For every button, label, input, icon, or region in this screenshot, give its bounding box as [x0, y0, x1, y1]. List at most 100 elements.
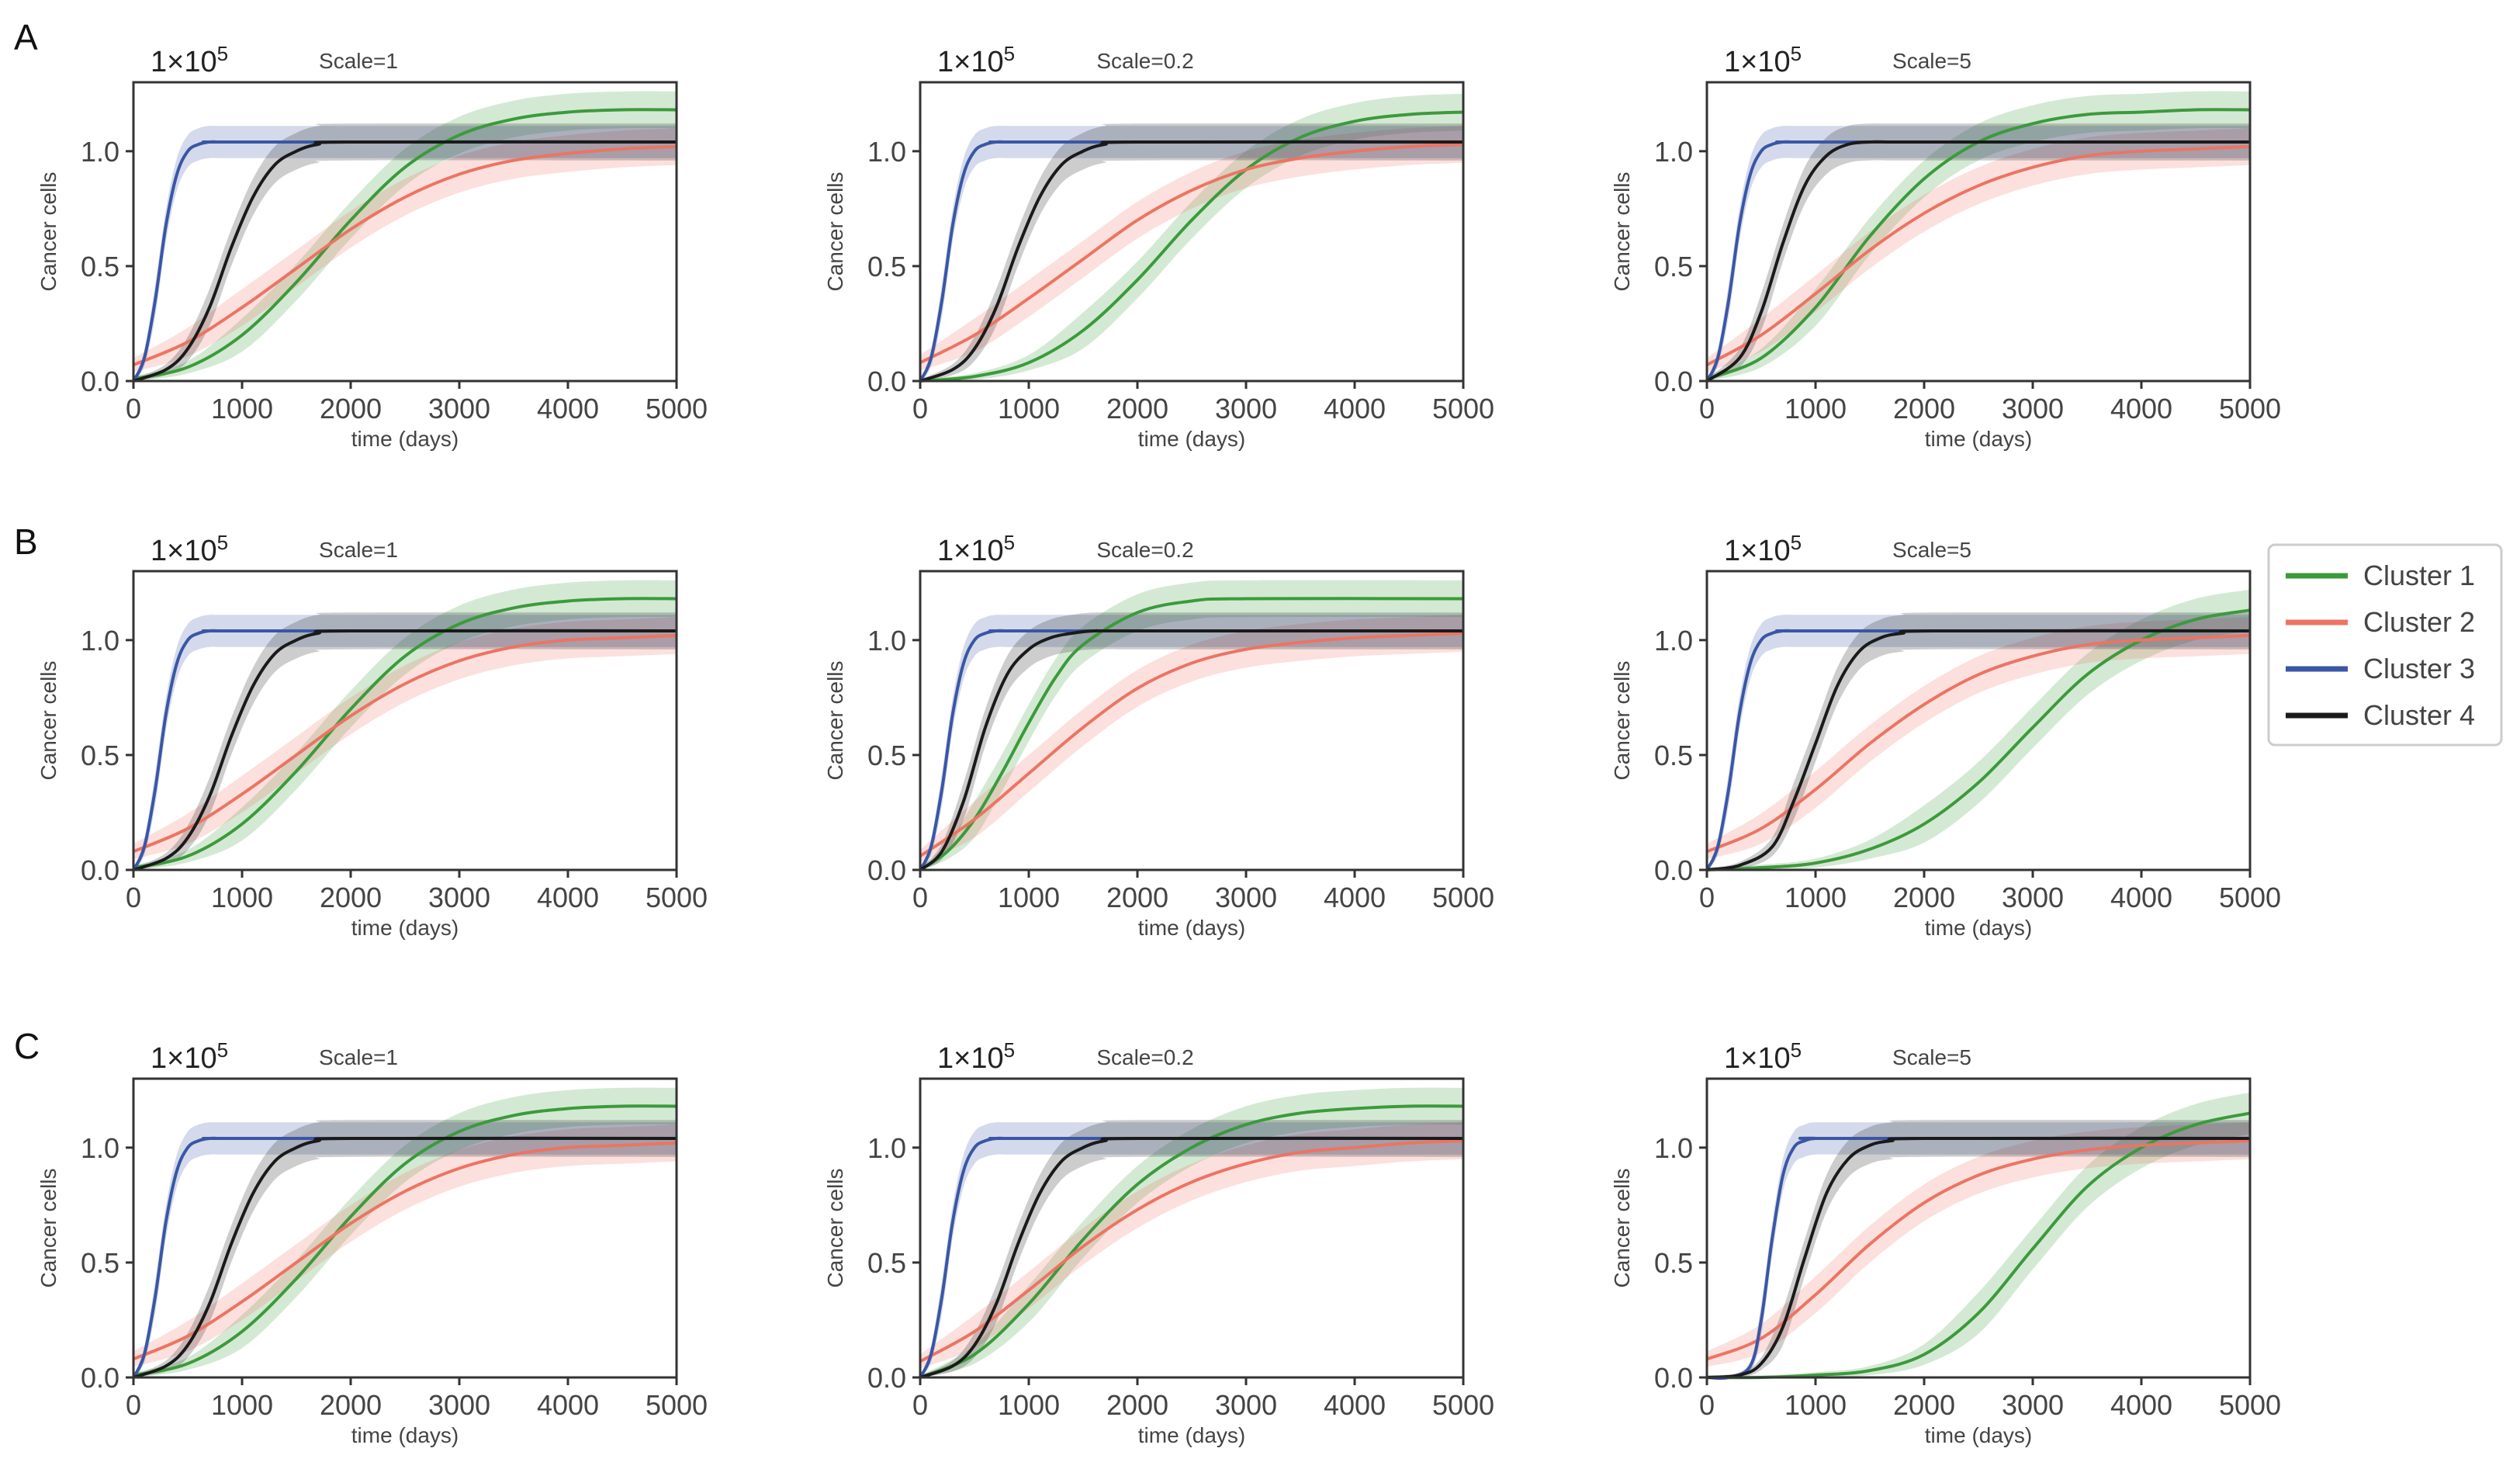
band-cluster-2 [1707, 1122, 2250, 1367]
line-cluster-2 [1706, 633, 2251, 854]
x-tick-label: 1000 [998, 1389, 1060, 1421]
y-multiplier-exponent: 5 [217, 531, 228, 554]
chart-b-2: 0 1000 2000 3000 4000 5000 0.0 0.5 1.0 time (days… [823, 531, 1494, 940]
y-tick-label: 0.0 [1654, 1362, 1693, 1394]
plot-frame [132, 81, 678, 383]
x-tick-label: 5000 [646, 1389, 708, 1421]
x-tick-label: 0 [912, 1389, 928, 1421]
y-axis-label: Cancer cells [36, 172, 61, 291]
chart-title: Scale=0.2 [1096, 538, 1193, 562]
x-tick-label: 4000 [1324, 1389, 1386, 1421]
x-tick-label: 5000 [2219, 393, 2281, 424]
x-axis-label: time (days) [1925, 1423, 2032, 1447]
plot-frame [919, 570, 1465, 871]
x-tick-label: 3000 [1215, 393, 1277, 424]
plot-frame [919, 81, 1465, 383]
chart-title: Scale=0.2 [1096, 49, 1193, 73]
y-tick-label: 1.0 [1654, 136, 1693, 168]
chart-a-3: 0 1000 2000 3000 4000 5000 0.0 0.5 1.0 time (days… [1610, 42, 2281, 451]
chart-title: Scale=5 [1892, 49, 1971, 73]
band-cluster-4 [133, 1120, 677, 1377]
y-tick-label: 0.0 [81, 366, 119, 397]
y-tick-label: 0.5 [867, 740, 906, 771]
y-tick-label: 0.5 [1654, 251, 1693, 282]
band-cluster-1 [1707, 589, 2250, 871]
x-tick-label: 5000 [2219, 1389, 2281, 1421]
y-tick-label: 1.0 [1654, 1132, 1693, 1164]
y-multiplier-base: 1×10 [937, 46, 1004, 78]
x-tick-label: 0 [1699, 393, 1715, 424]
line-cluster-3 [132, 629, 677, 871]
line-cluster-4 [133, 629, 677, 871]
x-tick-label: 5000 [1432, 393, 1494, 424]
line-cluster-4 [1706, 1136, 2251, 1379]
band-cluster-4 [133, 123, 677, 382]
y-multiplier: 1×105 [1724, 1038, 1802, 1075]
line-cluster-1 [919, 110, 1464, 383]
x-tick-label: 4000 [2110, 393, 2172, 424]
chart-title: Scale=5 [1892, 538, 1971, 562]
y-multiplier: 1×105 [151, 42, 228, 78]
panel-letter-a: A [14, 17, 38, 57]
y-tick-label: 0.0 [867, 366, 906, 397]
line-cluster-4 [919, 629, 1463, 871]
line-cluster-1 [1706, 608, 2251, 871]
x-axis-label: time (days) [1138, 916, 1245, 940]
x-tick-label: 1000 [1784, 1389, 1847, 1421]
y-tick-label: 0.0 [867, 1362, 906, 1394]
y-axis-label: Cancer cells [1610, 172, 1634, 291]
x-tick-label: 5000 [1432, 882, 1494, 913]
y-multiplier: 1×105 [937, 1038, 1015, 1075]
y-multiplier-exponent: 5 [1791, 1038, 1802, 1062]
line-cluster-3 [132, 140, 677, 382]
legend-label-cluster-3: Cluster 3 [2363, 653, 2475, 684]
line-cluster-2 [1706, 1139, 2251, 1361]
x-tick-label: 2000 [320, 1389, 382, 1421]
y-tick-label: 0.0 [1654, 366, 1693, 397]
chart-a-1: 0 1000 2000 3000 4000 5000 0.0 0.5 1.0 time (days… [36, 42, 708, 451]
line-cluster-4 [919, 140, 1464, 383]
x-tick-label: 2000 [1106, 1389, 1168, 1421]
line-cluster-3 [919, 1136, 1463, 1378]
x-tick-label: 0 [1699, 1389, 1715, 1421]
y-multiplier: 1×105 [151, 1038, 228, 1075]
y-axis-label: Cancer cells [823, 1168, 847, 1287]
line-cluster-1 [919, 1104, 1464, 1379]
panel-letter-b: B [14, 521, 38, 562]
band-cluster-1 [920, 93, 1463, 382]
y-multiplier-base: 1×10 [1724, 535, 1791, 567]
legend-frame [2267, 543, 2503, 747]
y-multiplier-exponent: 5 [1004, 1038, 1015, 1062]
y-multiplier-base: 1×10 [937, 1042, 1004, 1075]
x-axis-label: time (days) [351, 1423, 459, 1447]
band-cluster-1 [920, 1087, 1463, 1377]
x-axis-label: time (days) [351, 427, 459, 451]
chart-title: Scale=0.2 [1096, 1045, 1193, 1069]
y-multiplier: 1×105 [937, 42, 1015, 78]
line-cluster-1 [133, 597, 677, 869]
y-tick-label: 1.0 [867, 625, 906, 657]
chart-title: Scale=1 [319, 1045, 398, 1069]
band-cluster-4 [920, 1120, 1463, 1377]
x-tick-label: 0 [126, 1389, 141, 1421]
y-multiplier-exponent: 5 [1791, 531, 1802, 554]
y-tick-label: 0.5 [81, 251, 119, 282]
x-tick-label: 0 [912, 882, 928, 913]
line-cluster-1 [133, 108, 677, 380]
legend-label-cluster-4: Cluster 4 [2363, 699, 2475, 731]
y-tick-label: 0.5 [1654, 740, 1693, 771]
y-tick-label: 0.0 [81, 854, 119, 886]
y-multiplier-base: 1×10 [151, 46, 217, 78]
chart-a-2: 0 1000 2000 3000 4000 5000 0.0 0.5 1.0 time (days… [823, 42, 1494, 451]
x-axis-label: time (days) [1925, 427, 2032, 451]
y-axis-label: Cancer cells [1610, 660, 1634, 780]
x-tick-label: 3000 [428, 1389, 490, 1421]
x-tick-label: 2000 [1893, 882, 1955, 913]
line-cluster-4 [1706, 629, 2251, 871]
x-axis-label: time (days) [1138, 1423, 1245, 1447]
x-tick-label: 3000 [1215, 1389, 1277, 1421]
x-tick-label: 2000 [1893, 1389, 1955, 1421]
panel-letters: A B C [14, 17, 40, 1066]
y-tick-label: 0.5 [1654, 1247, 1693, 1279]
